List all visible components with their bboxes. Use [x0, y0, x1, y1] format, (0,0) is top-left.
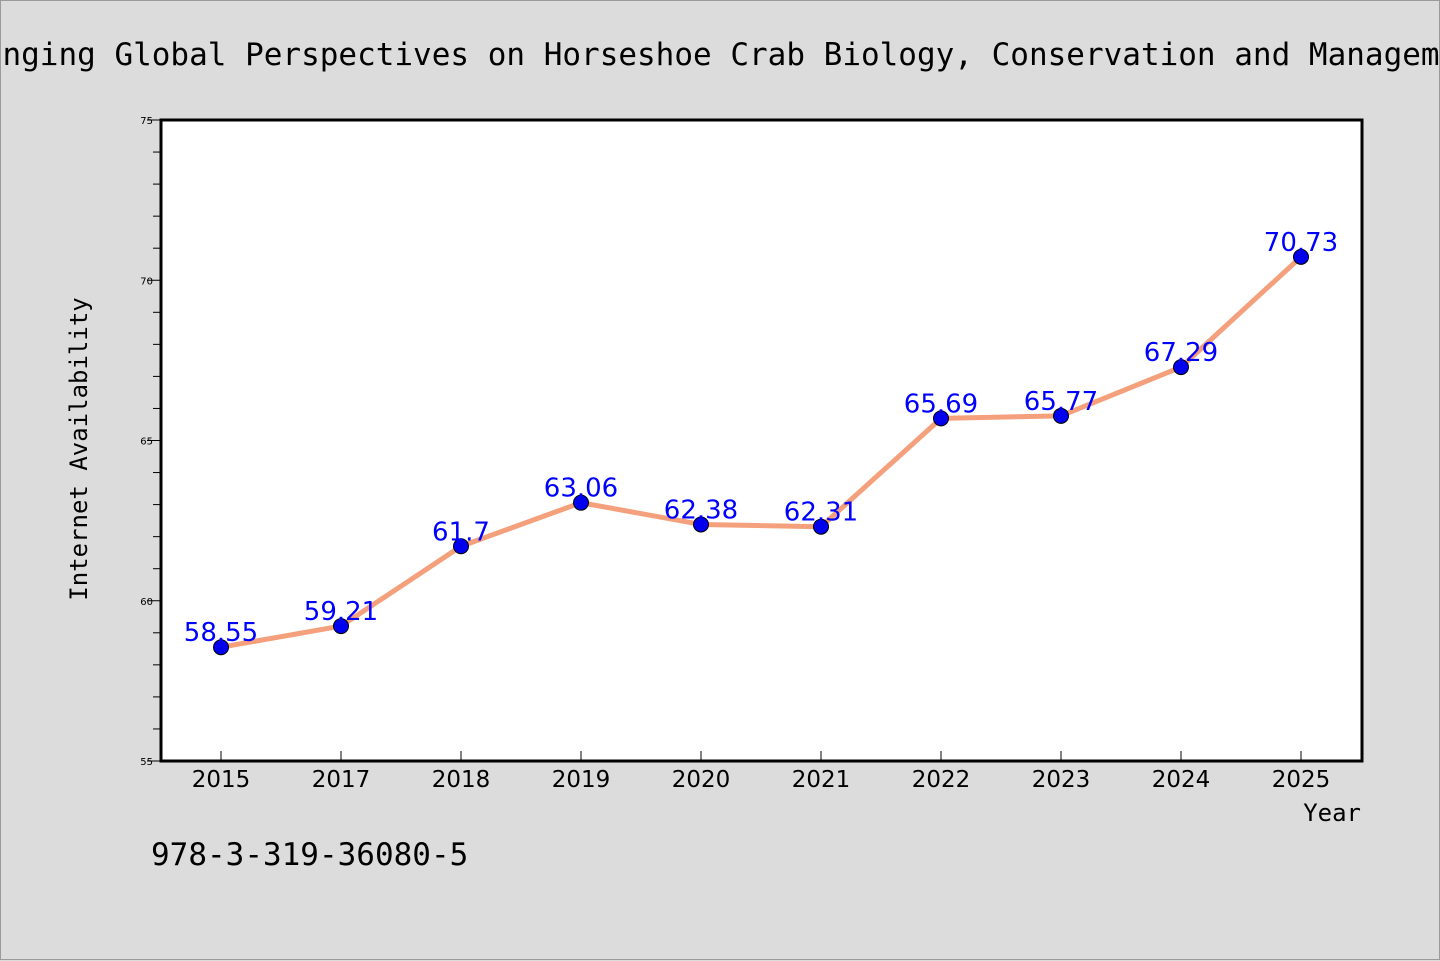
data-label: 61.7	[432, 517, 490, 547]
x-tick-label: 2017	[312, 767, 371, 793]
data-label: 63.06	[544, 474, 618, 504]
data-point	[1053, 407, 1069, 424]
data-label: 59.21	[304, 597, 378, 627]
series-line-group	[218, 254, 1304, 650]
series-line	[218, 254, 1304, 650]
data-point	[1173, 359, 1189, 376]
plot-area	[159, 118, 1364, 763]
x-tick-label: 2022	[912, 767, 971, 793]
x-tick-label: 2019	[552, 767, 611, 793]
x-tick-label: 2018	[432, 767, 491, 793]
data-point	[213, 639, 229, 656]
y-axis-label: Internet Availability	[65, 297, 93, 600]
x-tick-label: 2023	[1032, 767, 1091, 793]
x-tick-label: 2020	[672, 767, 731, 793]
data-point	[813, 518, 829, 535]
data-point	[1293, 248, 1309, 265]
data-point	[333, 618, 349, 635]
data-point	[693, 516, 709, 533]
x-tick-label: 2021	[792, 767, 851, 793]
y-axis: 55 60 65 70 75	[140, 116, 161, 768]
data-label: 65.77	[1024, 387, 1098, 417]
data-label: 62.38	[664, 495, 738, 525]
data-label: 58.55	[184, 618, 258, 648]
data-point	[453, 538, 469, 555]
data-point	[573, 494, 589, 511]
data-label: 62.31	[784, 498, 858, 528]
data-point	[933, 410, 949, 427]
data-label: 67.29	[1144, 338, 1218, 368]
data-label: 70.73	[1264, 228, 1338, 258]
isbn-text: 978-3-319-36080-5	[151, 837, 468, 873]
x-tick-label: 2024	[1152, 767, 1211, 793]
data-label-group: 58.55 59.21 61.7 63.06 62.38 62.31 65.69 65.77 6…	[184, 228, 1338, 648]
x-axis: 2015 2017 2018 2019 2020 2021 2022 2023 2024 2025	[192, 751, 1331, 793]
y-tick-label: 75	[140, 116, 153, 127]
x-tick-label: 2015	[192, 767, 251, 793]
y-tick-label: 55	[140, 757, 153, 768]
x-axis-label: Year	[1303, 799, 1361, 827]
y-tick-label: 60	[140, 597, 153, 608]
chart-title: Changing Global Perspectives on Horsesho…	[1, 37, 1440, 73]
data-label: 65.69	[904, 389, 978, 419]
marker-group	[213, 248, 1309, 656]
y-tick-label: 65	[140, 437, 153, 448]
y-tick-label: 70	[140, 276, 153, 287]
x-tick-label: 2025	[1272, 767, 1331, 793]
